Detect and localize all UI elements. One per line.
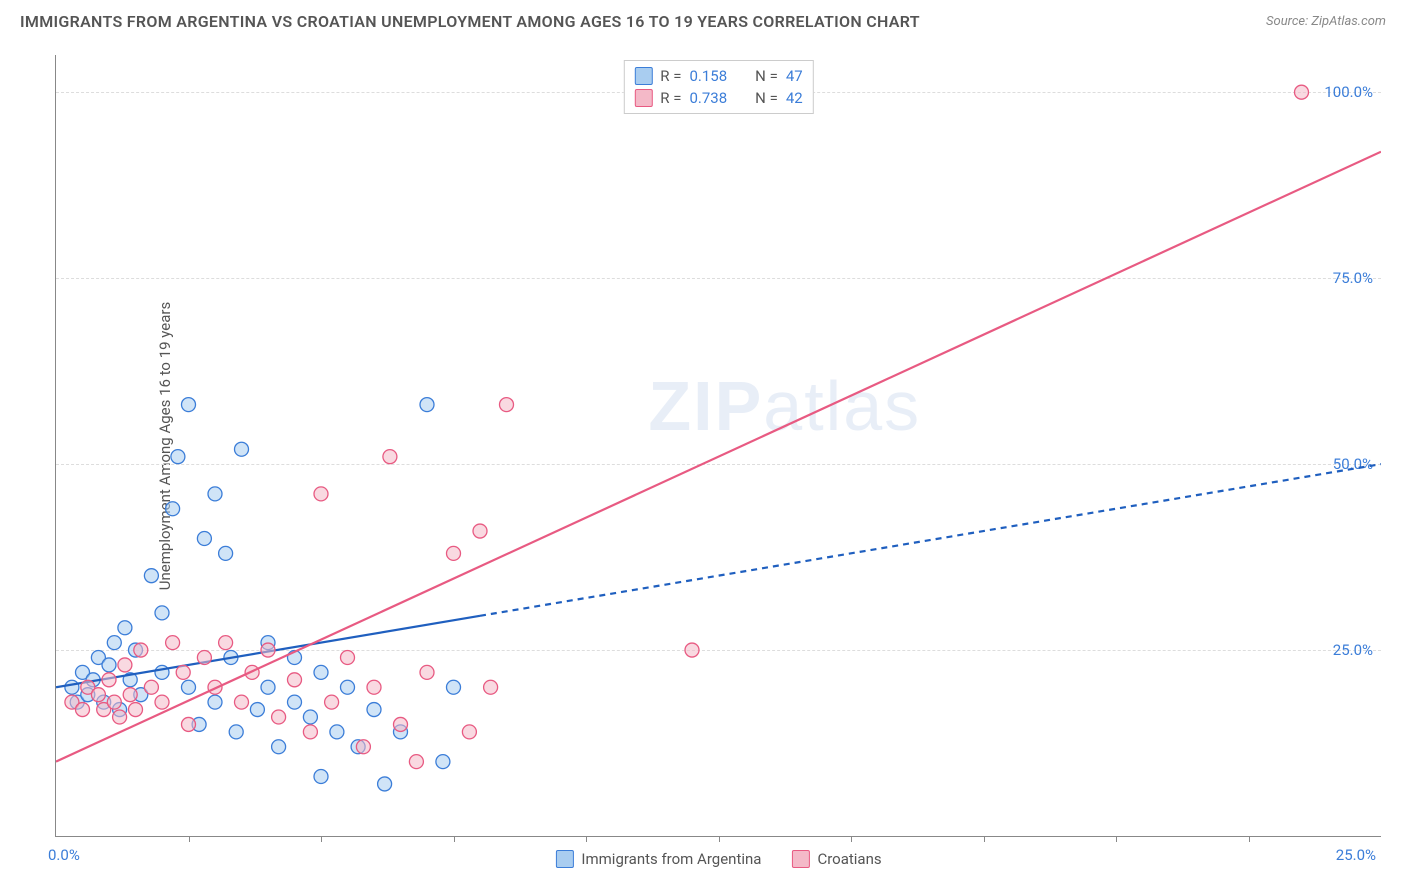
data-point <box>500 398 514 412</box>
data-point <box>134 643 148 657</box>
data-point <box>288 673 302 687</box>
data-point <box>420 398 434 412</box>
data-point <box>409 755 423 769</box>
trend-line-dashed <box>480 464 1381 616</box>
data-point <box>447 680 461 694</box>
data-point <box>235 442 249 456</box>
data-point <box>261 680 275 694</box>
chart-svg <box>56 55 1381 836</box>
data-point <box>303 710 317 724</box>
data-point <box>462 725 476 739</box>
data-point <box>166 502 180 516</box>
data-point <box>314 769 328 783</box>
data-point <box>219 636 233 650</box>
trend-line <box>56 152 1381 762</box>
legend-row-croatians: R = 0.738 N = 42 <box>634 87 802 109</box>
swatch-argentina-icon <box>555 850 573 868</box>
data-point <box>176 665 190 679</box>
swatch-croatians-icon <box>791 850 809 868</box>
data-point <box>107 636 121 650</box>
data-point <box>383 450 397 464</box>
swatch-croatians <box>634 89 652 107</box>
data-point <box>182 680 196 694</box>
data-point <box>367 703 381 717</box>
data-point <box>171 450 185 464</box>
data-point <box>102 658 116 672</box>
data-point <box>155 695 169 709</box>
data-point <box>250 703 264 717</box>
data-point <box>367 680 381 694</box>
data-point <box>208 695 222 709</box>
data-point <box>76 703 90 717</box>
data-point <box>394 717 408 731</box>
data-point <box>197 531 211 545</box>
data-point <box>261 643 275 657</box>
data-point <box>356 740 370 754</box>
legend-correlation: R = 0.158 N = 47 R = 0.738 N = 42 <box>623 60 813 114</box>
data-point <box>314 665 328 679</box>
data-point <box>272 710 286 724</box>
data-point <box>330 725 344 739</box>
data-point <box>473 524 487 538</box>
data-point <box>129 703 143 717</box>
data-point <box>325 695 339 709</box>
swatch-argentina <box>634 67 652 85</box>
data-point <box>272 740 286 754</box>
data-point <box>113 710 127 724</box>
data-point <box>685 643 699 657</box>
data-point <box>166 636 180 650</box>
data-point <box>436 755 450 769</box>
data-point <box>229 725 243 739</box>
data-point <box>341 680 355 694</box>
data-point <box>102 673 116 687</box>
data-point <box>219 546 233 560</box>
legend-item-croatians: Croatians <box>791 850 881 868</box>
data-point <box>144 680 158 694</box>
data-point <box>447 546 461 560</box>
data-point <box>303 725 317 739</box>
data-point <box>378 777 392 791</box>
data-point <box>123 688 137 702</box>
data-point <box>314 487 328 501</box>
source-label: Source: ZipAtlas.com <box>1266 14 1386 29</box>
data-point <box>155 606 169 620</box>
legend-item-argentina: Immigrants from Argentina <box>555 850 761 868</box>
data-point <box>107 695 121 709</box>
data-point <box>1295 85 1309 99</box>
data-point <box>208 487 222 501</box>
data-point <box>341 650 355 664</box>
x-max-label: 25.0% <box>1336 846 1376 864</box>
data-point <box>144 569 158 583</box>
chart-title: IMMIGRANTS FROM ARGENTINA VS CROATIAN UN… <box>20 12 920 31</box>
data-point <box>182 398 196 412</box>
x-origin-label: 0.0% <box>48 846 80 864</box>
legend-series: Immigrants from Argentina Croatians <box>555 850 881 868</box>
data-point <box>118 658 132 672</box>
data-point <box>91 688 105 702</box>
legend-row-argentina: R = 0.158 N = 47 <box>634 65 802 87</box>
plot-area: ZIPatlas Unemployment Among Ages 16 to 1… <box>55 55 1381 837</box>
data-point <box>420 665 434 679</box>
data-point <box>197 650 211 664</box>
data-point <box>288 695 302 709</box>
data-point <box>235 695 249 709</box>
data-point <box>118 621 132 635</box>
data-point <box>182 717 196 731</box>
data-point <box>65 680 79 694</box>
data-point <box>484 680 498 694</box>
